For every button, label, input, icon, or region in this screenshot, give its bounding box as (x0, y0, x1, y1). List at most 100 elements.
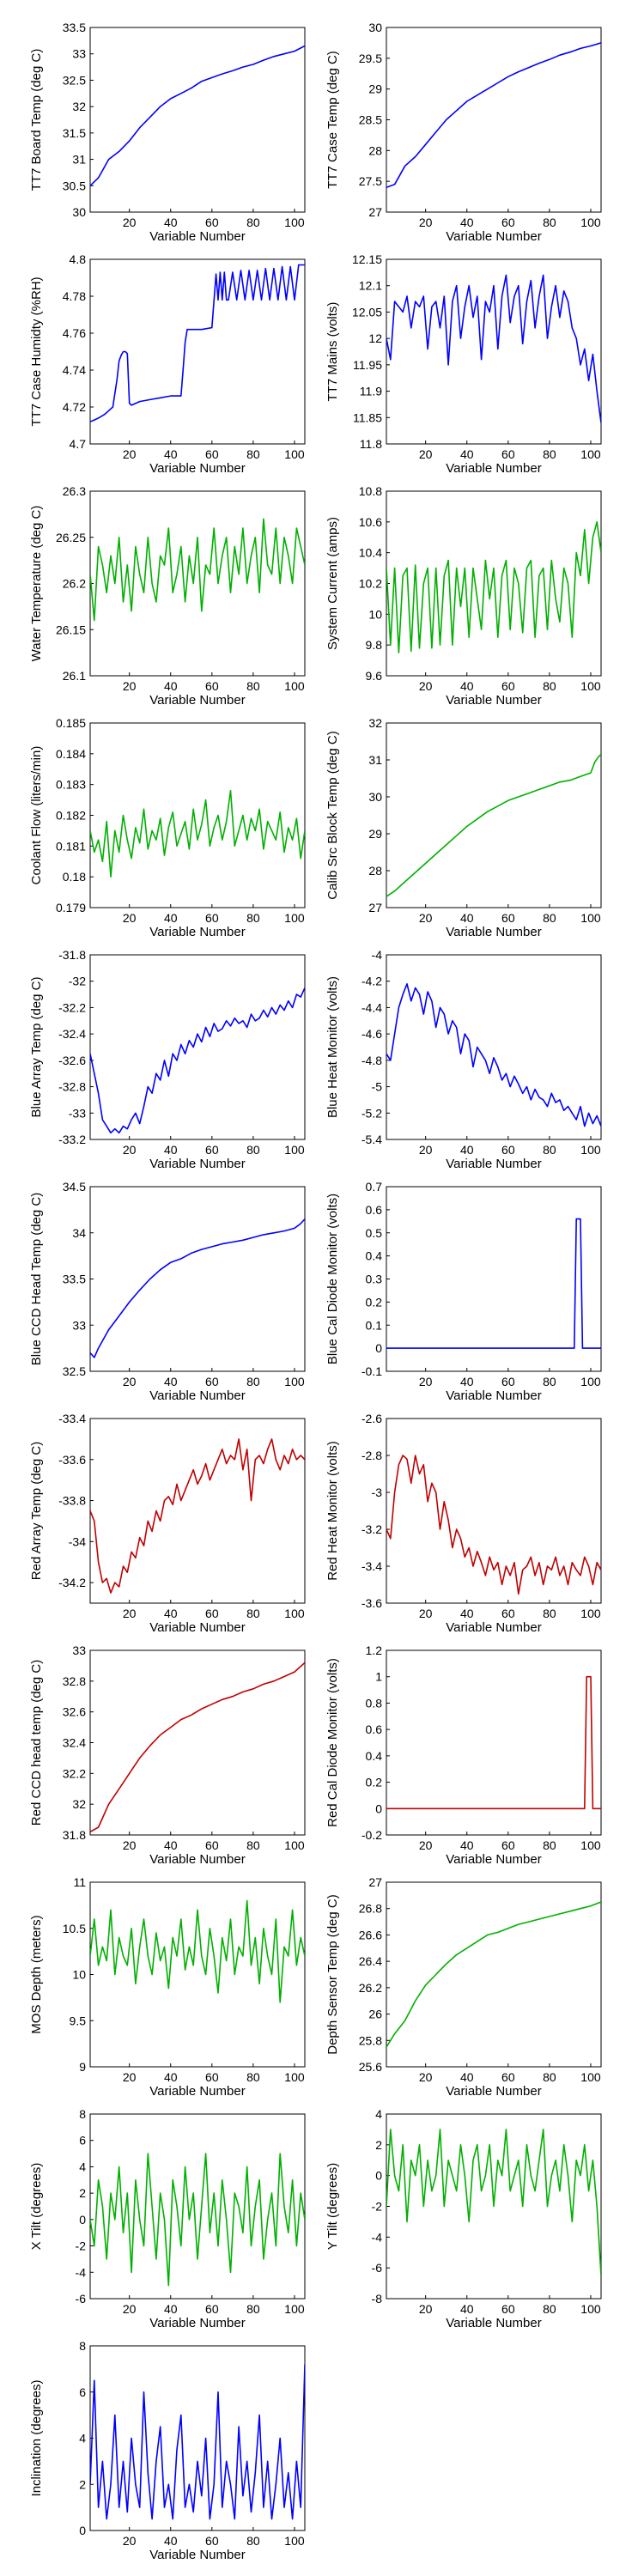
y-tick-label: -32.2 (58, 1000, 86, 1014)
y-tick-label: 4 (79, 2432, 86, 2445)
y-tick-label: 11.9 (360, 385, 382, 398)
x-axis-label: Variable Number (446, 925, 541, 939)
chart-panel: 20 40 60 80 100 25.6 25.8 26 26.2 26.4 26.6 26.8 27 V… (325, 1875, 602, 2099)
y-tick-label: -33.6 (58, 1453, 86, 1467)
y-tick-label: 11.95 (353, 358, 382, 372)
y-tick-label: 26.2 (359, 1981, 382, 1995)
y-tick-label: 26.8 (359, 1902, 382, 1916)
y-tick-label: 27 (368, 1875, 382, 1889)
y-tick-label: -6 (76, 2292, 87, 2306)
x-tick-label: 60 (501, 2302, 515, 2316)
x-tick-label: 60 (205, 911, 219, 925)
y-tick-label: 26 (368, 2008, 382, 2021)
y-tick-label: -32.6 (58, 1054, 86, 1067)
x-axis-label: Variable Number (446, 461, 541, 476)
y-tick-label: 9.8 (366, 638, 383, 652)
x-tick-label: 80 (543, 447, 556, 461)
y-tick-label: 0.1 (366, 1318, 383, 1332)
plot-area (89, 27, 306, 213)
y-tick-label: 0.2 (366, 1776, 383, 1789)
y-tick-label: 0.183 (56, 778, 86, 792)
x-tick-label: 20 (123, 2070, 137, 2084)
y-tick-label: 30.5 (63, 179, 86, 192)
y-tick-label: 28.5 (359, 113, 382, 127)
y-tick-label: 10.4 (359, 546, 382, 560)
x-tick-label: 60 (501, 1375, 515, 1388)
y-tick-label: 0 (79, 2524, 86, 2537)
y-tick-label: 8 (79, 2339, 86, 2353)
x-tick-label: 100 (580, 2302, 601, 2316)
chart-panel: 20 40 60 80 100 30 30.5 31 31.5 32 32.5 33 33.5 Varia… (29, 21, 306, 244)
x-axis-label: Variable Number (149, 2316, 245, 2330)
x-tick-label: 100 (284, 2070, 305, 2084)
x-tick-label: 40 (460, 2070, 474, 2084)
y-tick-label: -4.4 (361, 1000, 382, 1014)
y-tick-label: 10 (72, 1968, 86, 1982)
series-line (386, 274, 601, 423)
chart-panel: 20 40 60 80 100 26.1 26.15 26.2 26.25 26.3 Variabl… (29, 484, 306, 708)
plot-area (386, 27, 602, 213)
x-tick-label: 20 (123, 1838, 137, 1852)
y-tick-label: 1.2 (366, 1643, 383, 1657)
y-axis-label: Red Cal Diode Monitor (volts) (325, 1658, 340, 1827)
x-tick-label: 20 (419, 2302, 433, 2316)
x-axis-label: Variable Number (446, 1620, 541, 1635)
x-tick-label: 20 (123, 1607, 137, 1620)
x-tick-label: 80 (543, 679, 556, 693)
y-tick-label: 12.05 (352, 305, 382, 319)
y-axis-label: TT7 Board Temp (deg C) (29, 49, 44, 191)
y-tick-label: 32.4 (63, 1736, 86, 1750)
y-tick-label: 4.7 (70, 437, 87, 451)
x-tick-label: 100 (580, 216, 601, 229)
series-line (386, 1675, 601, 1810)
chart-panel: 20 40 60 80 100 4.7 4.72 4.74 4.76 4.78 4.8 Variabl… (29, 252, 306, 476)
chart-panel: 20 40 60 80 100 -0.1 0 0.1 0.2 0.3 0.4 0.5 0.6 0.7 Var… (325, 1180, 602, 1403)
y-tick-label: 4.76 (63, 326, 86, 340)
y-tick-label: 9.6 (366, 669, 383, 683)
y-tick-label: 32.8 (63, 1674, 86, 1688)
y-axis-label: Red CCD head temp (deg C) (29, 1660, 44, 1826)
x-tick-label: 100 (580, 679, 601, 693)
series-line (90, 1218, 305, 1358)
chart-panel: 20 40 60 80 100 27 28 29 30 31 32 Variable Number Ca… (325, 716, 602, 939)
y-tick-label: 11 (73, 1875, 86, 1889)
chart-panel: 20 40 60 80 100 31.8 32 32.2 32.4 32.6 32.8 33 Varia… (29, 1643, 306, 1867)
y-tick-label: 26.4 (359, 1954, 382, 1968)
x-tick-label: 40 (164, 447, 178, 461)
series-line (90, 987, 305, 1134)
series-line (90, 789, 305, 878)
y-axis-label: TT7 Mains (volts) (325, 302, 340, 402)
y-axis-label: TT7 Case Humidty (%RH) (29, 276, 44, 426)
x-tick-label: 20 (419, 1838, 433, 1852)
y-axis-label: TT7 Case Temp (deg C) (325, 51, 340, 189)
x-axis-label: Variable Number (446, 1388, 541, 1403)
y-tick-label: -2.6 (361, 1412, 382, 1425)
x-axis-label: Variable Number (149, 693, 245, 708)
y-tick-label: 26.25 (56, 531, 86, 544)
y-tick-label: 6 (79, 2134, 86, 2148)
y-axis-label: System Current (amps) (325, 517, 340, 650)
y-tick-label: 26.15 (56, 623, 86, 636)
y-tick-label: 32.2 (63, 1766, 86, 1780)
y-tick-label: -5 (372, 1080, 383, 1094)
y-tick-label: -5.2 (361, 1106, 382, 1120)
chart-panel: 20 40 60 80 100 -34.2 -34 -33.8 -33.6 -33.4 Variab… (29, 1412, 306, 1635)
x-tick-label: 20 (419, 1607, 433, 1620)
y-tick-label: 2 (79, 2477, 86, 2491)
y-tick-label: 0.4 (366, 1749, 383, 1763)
y-tick-label: 31 (368, 753, 382, 767)
y-tick-label: 10.2 (359, 577, 382, 591)
chart-panel: 20 40 60 80 100 -0.2 0 0.2 0.4 0.6 0.8 1 1.2 Variable… (325, 1643, 602, 1867)
x-tick-label: 100 (284, 2302, 305, 2316)
y-tick-label: 0.182 (56, 809, 86, 823)
x-tick-label: 40 (460, 447, 474, 461)
x-axis-label: Variable Number (446, 2084, 541, 2099)
y-tick-label: 33 (72, 47, 86, 61)
x-tick-label: 100 (580, 1375, 601, 1388)
series-line (90, 1899, 305, 2003)
x-axis-label: Variable Number (149, 1620, 245, 1635)
x-tick-label: 60 (205, 1607, 219, 1620)
y-tick-label: 9 (79, 2060, 86, 2074)
series-line (386, 520, 601, 653)
x-tick-label: 80 (246, 1607, 260, 1620)
